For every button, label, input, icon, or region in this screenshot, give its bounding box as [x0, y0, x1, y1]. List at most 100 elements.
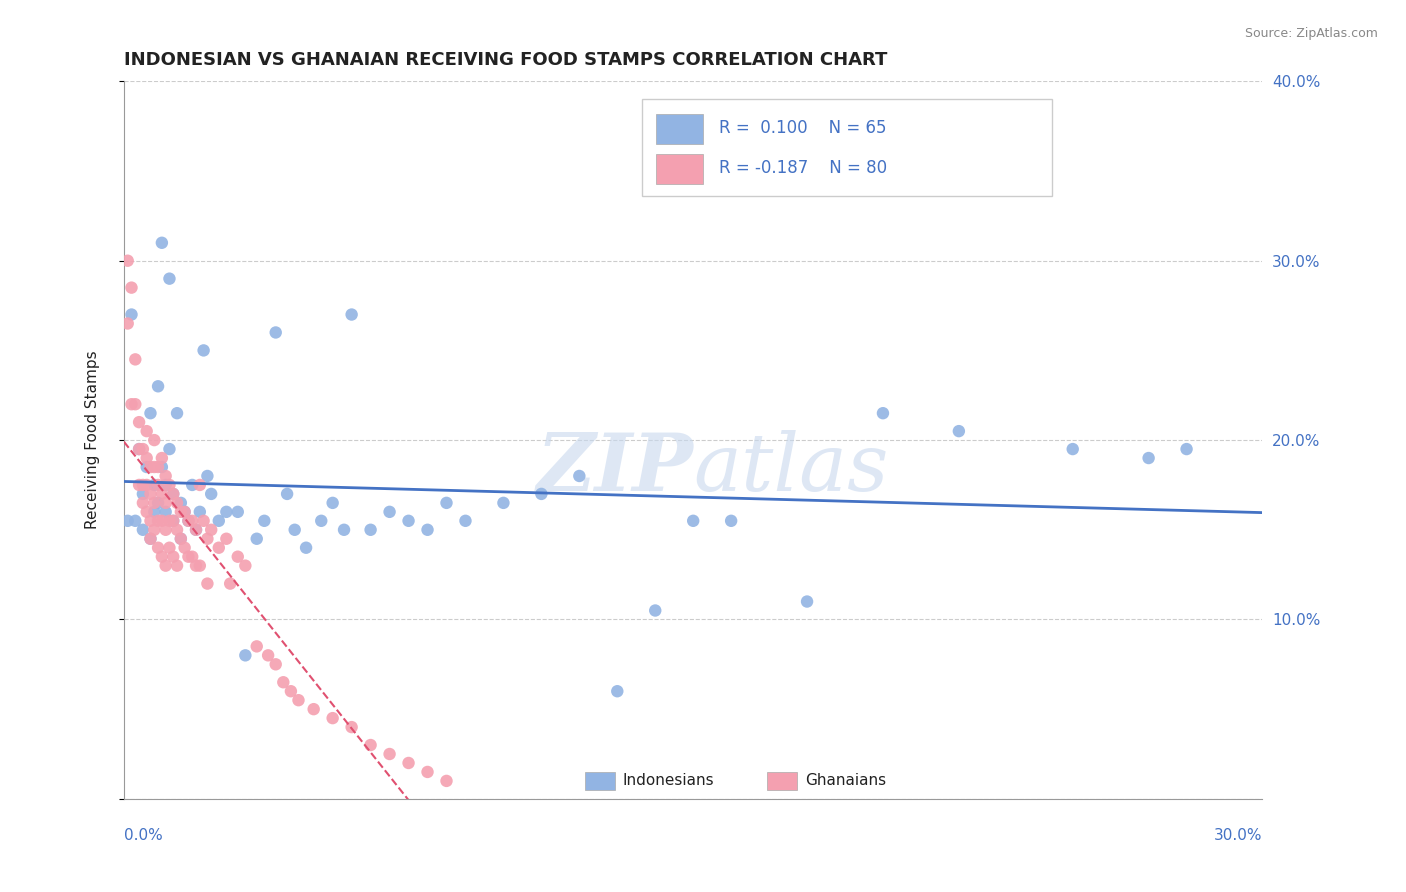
- Point: [257, 648, 280, 663]
- Point: [492, 496, 515, 510]
- Point: [872, 406, 894, 420]
- Point: [170, 496, 193, 510]
- Point: [166, 523, 188, 537]
- FancyBboxPatch shape: [768, 772, 797, 790]
- Point: [159, 541, 181, 555]
- Point: [146, 460, 169, 475]
- Point: [146, 496, 169, 510]
- Point: [166, 406, 188, 420]
- Point: [287, 693, 309, 707]
- Point: [150, 450, 173, 465]
- Point: [117, 317, 139, 331]
- Point: [150, 514, 173, 528]
- FancyBboxPatch shape: [655, 113, 703, 144]
- Point: [132, 487, 155, 501]
- Point: [360, 738, 382, 752]
- Point: [166, 558, 188, 573]
- Point: [184, 523, 207, 537]
- Point: [193, 514, 215, 528]
- Point: [173, 505, 195, 519]
- Point: [1175, 442, 1198, 456]
- Point: [264, 657, 287, 672]
- Point: [143, 433, 166, 447]
- Point: [188, 478, 211, 492]
- Point: [143, 460, 166, 475]
- FancyBboxPatch shape: [585, 772, 614, 790]
- Point: [682, 514, 704, 528]
- Point: [132, 496, 155, 510]
- Point: [173, 505, 195, 519]
- Point: [143, 496, 166, 510]
- Point: [146, 541, 169, 555]
- Text: ZIP: ZIP: [536, 430, 693, 508]
- Point: [132, 523, 155, 537]
- Point: [146, 514, 169, 528]
- Point: [530, 487, 553, 501]
- Point: [135, 478, 157, 492]
- Point: [606, 684, 628, 698]
- Point: [128, 442, 150, 456]
- Point: [208, 514, 231, 528]
- Point: [280, 684, 302, 698]
- Point: [200, 487, 222, 501]
- Text: atlas: atlas: [693, 430, 889, 508]
- Point: [322, 496, 344, 510]
- Point: [128, 442, 150, 456]
- Point: [284, 523, 307, 537]
- Point: [155, 478, 177, 492]
- Point: [416, 523, 439, 537]
- Point: [139, 487, 162, 501]
- Point: [378, 747, 401, 761]
- Point: [276, 487, 298, 501]
- Point: [181, 478, 204, 492]
- Point: [436, 496, 458, 510]
- Point: [208, 541, 231, 555]
- Point: [166, 496, 188, 510]
- Point: [322, 711, 344, 725]
- Point: [155, 558, 177, 573]
- Point: [128, 415, 150, 429]
- Point: [181, 514, 204, 528]
- Point: [124, 352, 146, 367]
- Point: [121, 397, 143, 411]
- Text: Indonesians: Indonesians: [623, 773, 714, 789]
- Point: [135, 460, 157, 475]
- Point: [309, 514, 332, 528]
- Point: [159, 478, 181, 492]
- Point: [226, 505, 249, 519]
- Point: [128, 478, 150, 492]
- Point: [135, 505, 157, 519]
- Text: R = -0.187    N = 80: R = -0.187 N = 80: [720, 159, 887, 178]
- Point: [150, 460, 173, 475]
- Point: [139, 532, 162, 546]
- Point: [177, 514, 200, 528]
- Point: [340, 308, 363, 322]
- Point: [150, 235, 173, 250]
- Point: [155, 505, 177, 519]
- Point: [720, 514, 742, 528]
- Point: [139, 460, 162, 475]
- Point: [132, 442, 155, 456]
- Point: [155, 523, 177, 537]
- Point: [143, 505, 166, 519]
- Point: [398, 756, 420, 770]
- Point: [188, 505, 211, 519]
- Point: [273, 675, 295, 690]
- Point: [150, 549, 173, 564]
- Point: [948, 424, 970, 438]
- Point: [132, 478, 155, 492]
- Point: [135, 450, 157, 465]
- Point: [124, 397, 146, 411]
- Point: [197, 469, 219, 483]
- Point: [121, 280, 143, 294]
- Point: [121, 308, 143, 322]
- Point: [159, 442, 181, 456]
- Point: [139, 406, 162, 420]
- Point: [170, 505, 193, 519]
- Point: [135, 424, 157, 438]
- Point: [159, 514, 181, 528]
- Point: [150, 487, 173, 501]
- Point: [170, 532, 193, 546]
- Point: [295, 541, 318, 555]
- Point: [644, 603, 666, 617]
